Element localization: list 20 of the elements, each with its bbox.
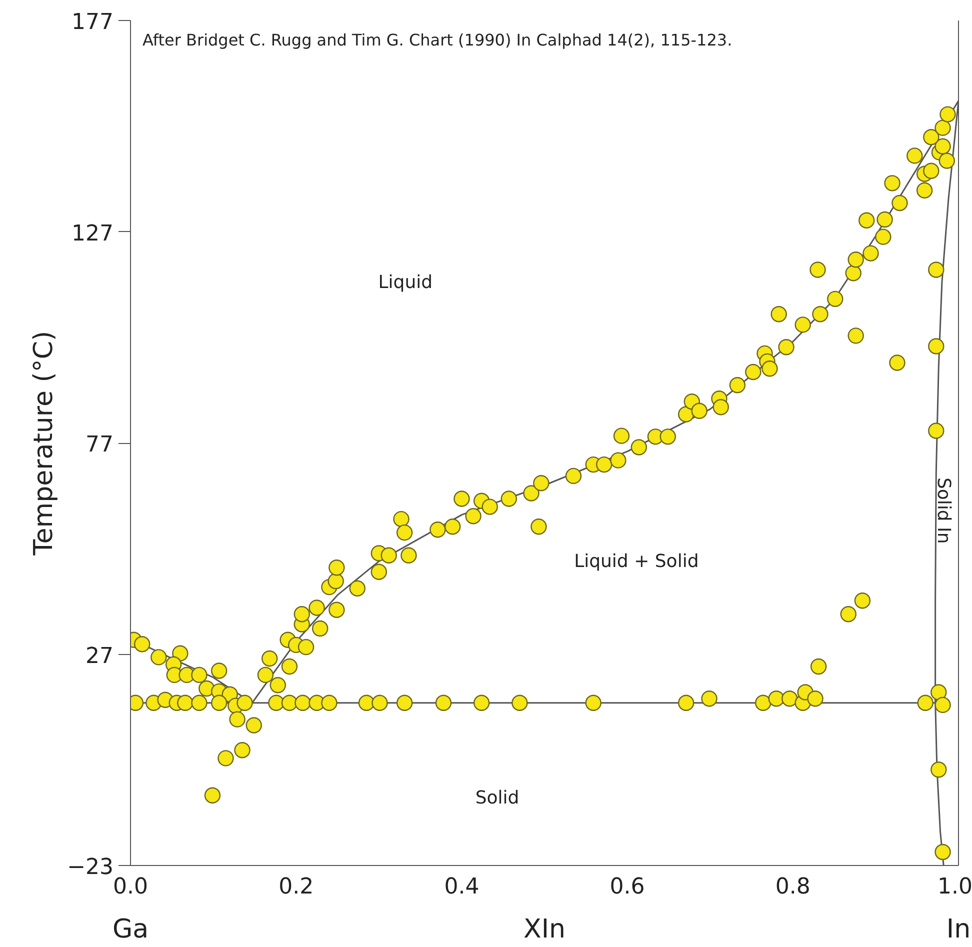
y-axis-title: Temperature (°C) [29,330,60,556]
x-tick-label: 0.6 [610,874,645,900]
annotation: Liquid + Solid [574,550,699,572]
x-tick-label: 0.4 [444,874,480,900]
x-tick-label: 0.0 [113,874,148,900]
y-tick-label: −23 [67,855,114,880]
text: In [946,914,971,944]
x-axis-title: XIn [524,914,566,944]
annotation: Solid In [933,477,954,544]
annotation: Solid [475,787,520,808]
y-tick-label: 27 [86,644,114,669]
x-tick-label: 0.2 [278,874,314,900]
y-tick-label: 177 [72,10,114,35]
y-tick-label: 127 [72,221,114,246]
y-tick-label: 77 [86,432,114,458]
x-tick-label: 0.8 [775,874,810,900]
annotation: Liquid [378,272,433,293]
text: Ga [112,914,149,944]
x-tick-label: 1.0 [938,874,972,900]
annotation: After Bridget C. Rugg and Tim G. Chart (1990) In Calphad 14(2), 115-123. [142,30,732,50]
